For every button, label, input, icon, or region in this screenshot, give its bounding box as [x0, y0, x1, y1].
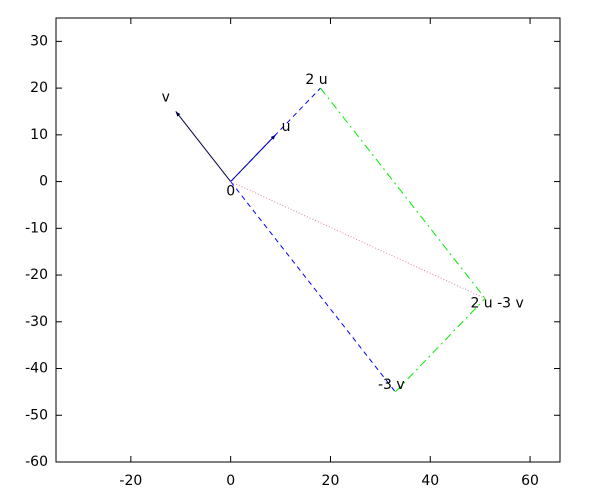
y-tick-label: 30 — [30, 33, 48, 49]
x-tick-label: -20 — [119, 473, 142, 489]
y-tick-label: -20 — [25, 267, 48, 283]
vector-arrow — [175, 111, 232, 182]
y-tick-label: -40 — [25, 361, 48, 377]
point-label: u — [282, 119, 291, 135]
y-tick-label: -30 — [25, 314, 48, 330]
vector-line — [320, 87, 486, 299]
x-tick-label: 0 — [226, 473, 235, 489]
point-label: 2 u -3 v — [470, 295, 523, 311]
y-tick-label: -50 — [25, 407, 48, 423]
vector-line — [230, 181, 486, 299]
y-tick-label: -60 — [25, 454, 48, 470]
plot-frame — [55, 17, 561, 463]
y-tick-label: -10 — [25, 220, 48, 236]
y-tick-label: 10 — [30, 127, 48, 143]
x-tick-label: 40 — [421, 473, 439, 489]
point-label: v — [162, 89, 170, 105]
x-tick-label: 20 — [322, 473, 340, 489]
vector-line — [230, 181, 396, 393]
vector-line — [394, 298, 486, 393]
vector-line — [230, 87, 321, 182]
y-tick-label: 0 — [39, 174, 48, 190]
point-label: 2 u — [305, 72, 327, 88]
x-tick-label: 60 — [521, 473, 539, 489]
y-tick-label: 20 — [30, 80, 48, 96]
point-label: 0 — [226, 184, 235, 200]
point-label: -3 v — [378, 377, 405, 393]
